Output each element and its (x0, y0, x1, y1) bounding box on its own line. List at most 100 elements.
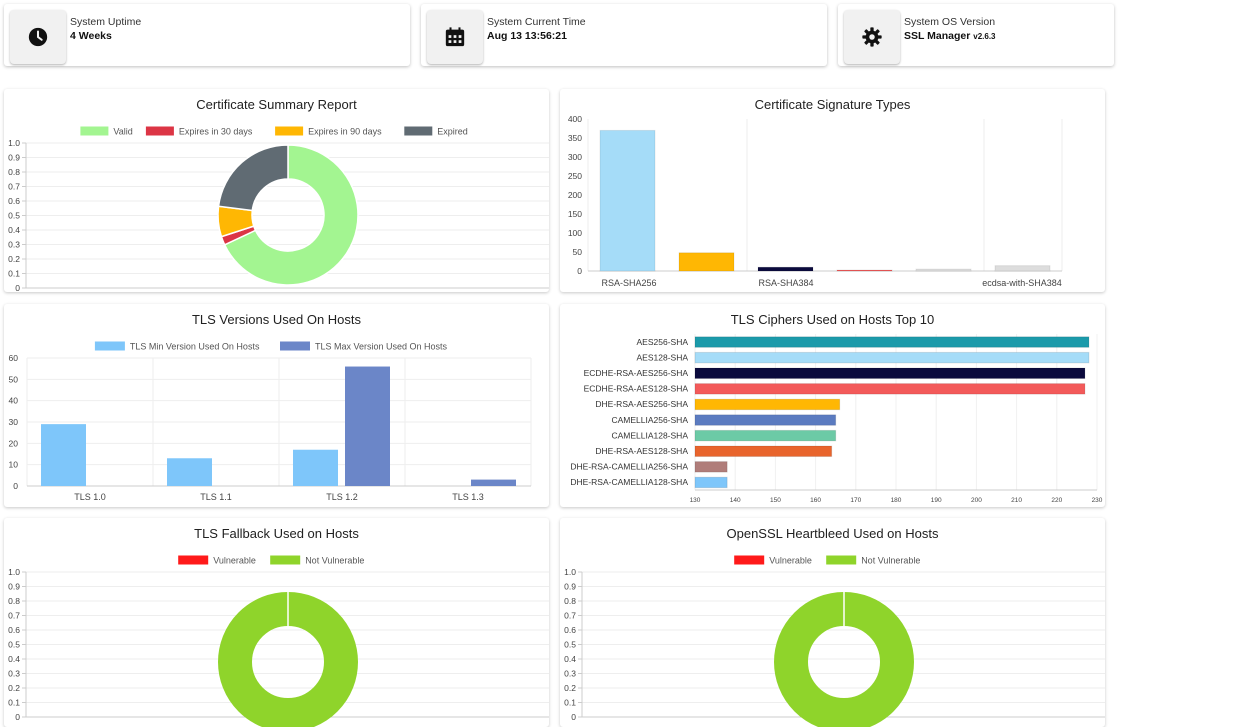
axis-tick-label: 0.1 (564, 698, 576, 708)
axis-tick-label: 200 (568, 190, 582, 200)
legend-label: TLS Min Version Used On Hosts (130, 341, 260, 351)
axis-tick-label: 230 (1092, 497, 1103, 504)
tls-versions-card: TLS Versions Used On Hosts TLS Min Versi… (4, 304, 549, 507)
legend-swatch (270, 555, 301, 565)
legend-swatch (145, 126, 174, 136)
bar-min-TLS 1.0 (41, 424, 86, 486)
legend-swatch (178, 555, 209, 565)
axis-tick-label: 0.4 (564, 654, 576, 664)
legend-label: Expired (437, 126, 468, 136)
stat-value: Aug 13 13:56:21 (487, 30, 567, 42)
calendar-icon (445, 27, 465, 47)
axis-tick-label: 400 (568, 114, 582, 124)
stat-card-uptime: System Uptime 4 Weeks (4, 4, 410, 66)
bar-label: DHE-RSA-AES256-SHA (595, 399, 688, 409)
axis-tick-label: 0 (13, 481, 18, 491)
legend-swatch (275, 126, 304, 136)
axis-category-label: TLS 1.3 (452, 492, 484, 502)
bar-3 (836, 269, 893, 272)
certificate-summary-card: Certificate Summary Report Valid Expires … (4, 89, 549, 292)
axis-tick-label: 250 (568, 171, 582, 181)
axis-tick-label: 10 (9, 460, 19, 470)
axis-tick-label: 0.7 (8, 611, 20, 621)
calendar-icon-box (427, 10, 483, 64)
axis-tick-label: 220 (1051, 497, 1062, 504)
axis-category-label: TLS 1.0 (74, 492, 106, 502)
axis-tick-label: 0.1 (8, 698, 20, 708)
axis-tick-label: 0.9 (564, 582, 576, 592)
cipher-bar-5 (694, 414, 837, 426)
axis-tick-label: 0 (15, 283, 20, 292)
axis-tick-label: 350 (568, 133, 582, 143)
clock-icon (28, 27, 48, 47)
bar-label: DHE-RSA-AES128-SHA (595, 446, 688, 456)
bar-label: AES256-SHA (637, 337, 689, 347)
card-title: OpenSSL Heartbleed Used on Hosts (726, 526, 939, 541)
heartbleed-chart: Vulnerable Not Vulnerable 1.0 0.9 0.8 0.7 0.6 0… (564, 555, 1105, 727)
tls-ciphers-card: TLS Ciphers Used on Hosts Top 10 130 140 1… (560, 304, 1105, 507)
bar-min-TLS 1.1 (167, 458, 212, 486)
bar-label: CAMELLIA128-SHA (611, 430, 688, 440)
legend-swatch (80, 126, 109, 136)
cipher-bar-6 (694, 429, 837, 442)
os-name: SSL Manager (904, 30, 971, 42)
axis-tick-label: 1.0 (564, 567, 576, 577)
axis-tick-label: 0.9 (8, 153, 20, 163)
stat-card-os-version: System OS Version SSL Manager v2.6.3 (838, 4, 1114, 66)
axis-tick-label: 150 (568, 209, 582, 219)
bar-0 (599, 129, 656, 272)
bar-label: DHE-RSA-CAMELLIA256-SHA (570, 462, 688, 472)
axis-tick-label: 0.7 (564, 611, 576, 621)
card-title: TLS Ciphers Used on Hosts Top 10 (730, 312, 935, 327)
cipher-bar-9 (694, 476, 728, 489)
axis-category-label: RSA-SHA256 (601, 278, 656, 288)
axis-tick-label: 1.0 (8, 567, 20, 577)
bar-5 (994, 265, 1051, 272)
card-title: Certificate Signature Types (754, 97, 911, 112)
axis-tick-label: 0.2 (564, 683, 576, 693)
signature-types-card: Certificate Signature Types 400 350 300 250… (560, 89, 1105, 292)
signature-types-chart: 400 350 300 250 200 150 100 50 0 RSA-SHA256 RSA-SH… (568, 114, 1063, 288)
axis-tick-label: 0.6 (8, 625, 20, 635)
axis-tick-label: 210 (1011, 497, 1022, 504)
axis-tick-label: 0 (15, 712, 20, 722)
axis-tick-label: 0.3 (8, 669, 20, 679)
tls-versions-chart: TLS Min Version Used On Hosts TLS Max Ver… (9, 341, 532, 502)
axis-tick-label: 130 (690, 497, 701, 504)
tls-ciphers-chart: 130 140 150 160 170 180 190 200 210 220 230 AES256-… (570, 334, 1103, 504)
bar-max-TLS 1.3 (471, 479, 516, 486)
axis-tick-label: 190 (931, 497, 942, 504)
axis-tick-label: 50 (573, 247, 583, 257)
stat-label: System OS Version (904, 16, 996, 28)
axis-tick-label: 0.5 (8, 211, 20, 221)
cipher-bar-3 (694, 383, 1086, 395)
axis-tick-label: 0.6 (8, 196, 20, 206)
legend-swatch (734, 555, 765, 565)
legend-swatch (826, 555, 857, 565)
axis-tick-label: 0.5 (564, 640, 576, 650)
stat-label: System Current Time (487, 16, 586, 28)
stat-value: SSL Manager v2.6.3 (904, 30, 996, 42)
cipher-bar-4 (694, 398, 841, 411)
certificate-summary-chart: Valid Expires in 30 days Expires in 90 day… (8, 126, 549, 292)
axis-tick-label: 30 (9, 417, 19, 427)
os-version: v2.6.3 (973, 32, 996, 41)
axis-tick-label: 0.4 (8, 654, 20, 664)
axis-tick-label: 0.9 (8, 582, 20, 592)
heartbleed-card: OpenSSL Heartbleed Used on Hosts Vulnera… (560, 518, 1105, 727)
clock-icon-box (10, 10, 66, 64)
card-title: Certificate Summary Report (196, 97, 357, 112)
stat-value: 4 Weeks (70, 30, 112, 42)
axis-tick-label: 150 (770, 497, 781, 504)
axis-tick-label: 0.1 (8, 269, 20, 279)
axis-tick-label: 0.8 (8, 596, 20, 606)
legend-label: Not Vulnerable (861, 555, 920, 565)
legend-swatch (94, 341, 125, 351)
axis-tick-label: 0.8 (564, 596, 576, 606)
axis-tick-label: 0.8 (8, 167, 20, 177)
axis-tick-label: 0.2 (8, 254, 20, 264)
legend-label: Valid (113, 126, 132, 136)
axis-tick-label: 300 (568, 152, 582, 162)
legend-swatch (404, 126, 433, 136)
axis-category-label: ecdsa-with-SHA384 (982, 278, 1062, 288)
